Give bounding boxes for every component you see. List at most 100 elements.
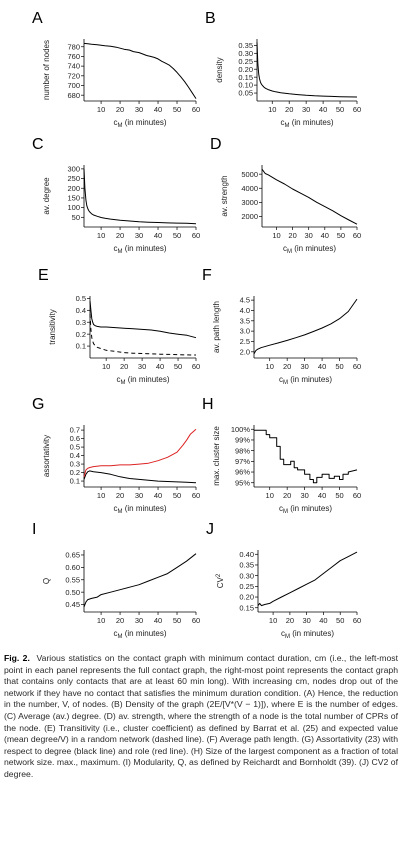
- x-axis-label-sub-b: M: [284, 123, 289, 129]
- panel-label-g: G: [32, 396, 44, 413]
- x-axis-label-rest-e: (in minutes): [125, 375, 169, 384]
- x-axis-label-c-d: c: [283, 244, 287, 253]
- x-axis-label-rest-b: (in minutes): [289, 118, 333, 127]
- x-tick-label-i: 50: [173, 616, 181, 625]
- y-tick-label-g: 0.1: [70, 477, 80, 486]
- y-tick-label-i: 0.65: [65, 551, 80, 560]
- x-axis-label-f: cM (in minutes): [279, 375, 332, 386]
- x-axis-label-c-b: c: [280, 118, 284, 127]
- x-tick-label-g: 10: [97, 491, 105, 500]
- x-tick-label-d: 50: [337, 231, 345, 240]
- y-tick-label-c: 100: [67, 203, 80, 212]
- panel-g: G 0.10.20.30.40.50.60.7 10 20 30 40 50 60 cM (in…: [32, 396, 200, 515]
- y-tick-label-c: 50: [72, 213, 80, 222]
- x-tick-label-j: 10: [269, 616, 277, 625]
- y-axis-label-sup-j: 2: [216, 573, 222, 577]
- y-axis-label-c: av. degree: [42, 177, 51, 215]
- y-tick-label-e: 0.5: [76, 294, 86, 303]
- x-axis-label-sub-e: M: [120, 380, 125, 386]
- series-line-e-1: [89, 300, 197, 339]
- panel-j: J 0.150.20 0.25 0.300.35 0.40 10 20 30 40 50 60 cM …: [206, 521, 361, 640]
- series-line-c-1: [83, 168, 197, 225]
- y-tick-label-f: 3.5: [240, 316, 250, 325]
- panel-h: H 95%96% 97% 98%99% 100% 10 20 30 40 50 60 cM (in m…: [202, 396, 361, 515]
- x-tick-label-j: 40: [319, 616, 327, 625]
- y-axis-label-f: av. path length: [212, 301, 221, 353]
- x-tick-label-e: 60: [192, 362, 200, 371]
- x-tick-label-i: 60: [192, 616, 200, 625]
- panel-label-e: E: [38, 267, 49, 284]
- y-tick-label-j: 0.15: [239, 603, 254, 612]
- series-line-h-1: [254, 429, 358, 484]
- y-axis-label-h: max. cluster size: [212, 426, 221, 486]
- y-tick-label-e: 0.3: [76, 318, 86, 327]
- panel-f: F 2.02.53.0 3.54.04.5 10 20 30 40 50 60 cM (in mi…: [202, 267, 361, 386]
- x-tick-label-e: 30: [138, 362, 146, 371]
- x-tick-label-d: 20: [288, 231, 296, 240]
- x-tick-label-b: 10: [268, 105, 276, 114]
- x-tick-label-h: 30: [300, 491, 308, 500]
- y-tick-label-i: 0.50: [65, 588, 80, 597]
- x-axis-label-sub-g: M: [117, 509, 122, 515]
- x-axis-label-sub-j: M: [285, 634, 290, 640]
- x-axis-label-rest-j: (in minutes): [290, 629, 334, 638]
- x-tick-label-c: 60: [192, 231, 200, 240]
- y-tick-label-g: 0.6: [70, 434, 80, 443]
- y-tick-label-d: 2000: [241, 212, 258, 221]
- y-tick-label-h: 96%: [235, 468, 250, 477]
- x-tick-label-f: 50: [335, 362, 343, 371]
- panel-e: E 0.1 0.2 0.3 0.4 0.5 10 20 30 40 50 60 cM (in minut…: [38, 267, 200, 386]
- y-tick-label-i: 0.55: [65, 575, 80, 584]
- panel-i: I 0.45 0.50 0.55 0.60 0.65 10 20 30 40 50 60 cM (in …: [32, 521, 200, 640]
- series-line-e-2: [89, 313, 197, 356]
- x-axis-label-rest-h: (in minutes): [288, 504, 332, 513]
- panel-label-b: B: [205, 10, 216, 27]
- y-tick-label-h: 97%: [235, 457, 250, 466]
- x-axis-label-i: cM (in minutes): [113, 629, 166, 640]
- y-tick-label-i: 0.60: [65, 563, 80, 572]
- y-axis-label-j: CV2: [216, 573, 225, 588]
- x-axis-label-c-f: c: [279, 375, 283, 384]
- x-tick-label-f: 60: [353, 362, 361, 371]
- panel-b: B 0.050.100.150.200.250.300.35 10 20 30 40 50 6…: [205, 10, 361, 129]
- x-tick-label-d: 30: [305, 231, 313, 240]
- x-axis-label-c-i: c: [113, 629, 117, 638]
- x-axis-label-c-j: c: [281, 629, 285, 638]
- y-axis-label-d: av. strength: [220, 175, 229, 216]
- x-axis-label-rest-a: (in minutes): [122, 118, 166, 127]
- y-axis-label-b: density: [215, 57, 224, 82]
- panel-label-c: C: [32, 136, 44, 153]
- x-tick-label-h: 50: [335, 491, 343, 500]
- y-tick-label-b: 0.25: [238, 57, 253, 66]
- x-tick-label-d: 40: [321, 231, 329, 240]
- y-axis-label-e: transitivity: [48, 309, 57, 345]
- y-tick-label-b: 0.10: [238, 81, 253, 90]
- panel-label-f: F: [202, 267, 212, 284]
- series-line-d-1: [261, 168, 358, 225]
- series-line-j-1: [257, 551, 358, 607]
- panel-label-d: D: [210, 136, 222, 153]
- y-tick-label-b: 0.05: [238, 89, 253, 98]
- y-axis-label-i: Q: [42, 578, 51, 584]
- y-tick-label-g: 0.5: [70, 443, 80, 452]
- series-line-g-2: [83, 428, 197, 477]
- x-tick-label-i: 30: [135, 616, 143, 625]
- x-axis-label-rest-i: (in minutes): [122, 629, 166, 638]
- x-tick-label-e: 10: [102, 362, 110, 371]
- y-tick-label-j: 0.35: [239, 561, 254, 570]
- x-tick-label-c: 10: [97, 231, 105, 240]
- y-tick-label-c: 200: [67, 184, 80, 193]
- y-tick-label-i: 0.45: [65, 600, 80, 609]
- x-axis-label-c-g: c: [113, 504, 117, 513]
- x-tick-label-g: 30: [135, 491, 143, 500]
- y-tick-label-h: 99%: [235, 436, 250, 445]
- x-tick-label-d: 10: [272, 231, 280, 240]
- panel-d: D 2000 3000 4000 5000 10 20 30 40 50 60 cM (in minu…: [210, 136, 361, 255]
- panel-label-h: H: [202, 396, 214, 413]
- x-axis-label-sub-d: M: [287, 249, 292, 255]
- y-axis-label-g: assortativity: [42, 435, 51, 477]
- x-axis-label-a: cM (in minutes): [113, 118, 166, 129]
- x-tick-label-i: 10: [97, 616, 105, 625]
- x-tick-label-a: 30: [135, 105, 143, 114]
